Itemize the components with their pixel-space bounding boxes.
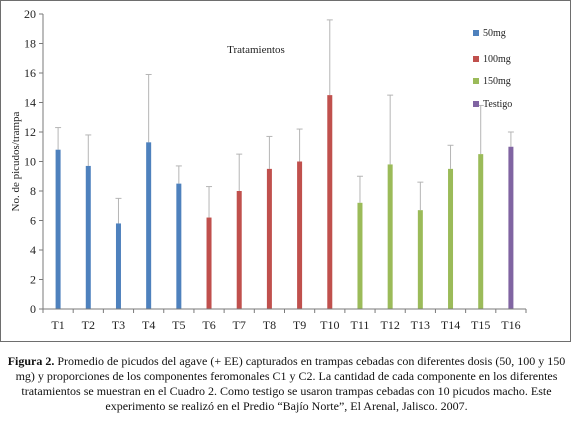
x-tick-label: T11 [351,318,370,332]
bar [448,168,454,309]
bar [85,165,91,309]
x-axis-title: Tratamientos [227,44,285,56]
y-tick-label: 12 [24,125,36,139]
x-tick-label: T9 [293,318,306,332]
legend-label: 100mg [483,54,511,65]
legend-label: 50mg [483,28,506,39]
bar [266,168,272,309]
x-tick-label: T10 [320,318,339,332]
x-tick-label: T3 [112,318,125,332]
legend-label: Testigo [483,99,512,110]
bar [478,154,484,309]
legend-swatch [473,56,479,62]
y-tick-label: 10 [24,155,36,169]
bar [357,202,363,309]
y-tick-label: 6 [30,214,36,228]
y-axis-ticks: 0 2 4 6 8 10 12 14 16 18 20 [24,7,43,316]
caption-label: Figura 2. [7,354,55,368]
x-tick-label: T7 [233,318,246,332]
figure-caption: Figura 2. Promedio de picudos del agave … [4,354,569,414]
x-tick-label: T2 [82,318,95,332]
y-axis-title: No. de picudos/trampa [10,111,22,211]
bar [417,210,423,309]
x-axis-ticks: T1 T2 T3 T4 T5 T6 T7 T8 T9 T10 T11 T12 T13 T14 T15 T16 [42,309,527,332]
bars [55,95,514,309]
bar [327,95,333,309]
caption-text: Promedio de picudos del agave (+ EE) cap… [15,354,566,413]
x-tick-label: T15 [471,318,490,332]
x-tick-label: T14 [441,318,460,332]
bar [206,217,212,309]
x-tick-label: T12 [380,318,399,332]
bar [146,142,152,309]
y-tick-label: 20 [24,7,36,21]
legend-label: 150mg [483,76,511,87]
legend-swatch [473,78,479,84]
x-tick-label: T5 [172,318,185,332]
y-tick-label: 2 [30,273,36,287]
bar [387,164,393,309]
bar [297,161,303,309]
y-tick-label: 0 [30,302,36,316]
x-tick-label: T8 [263,318,276,332]
x-tick-label: T13 [411,318,430,332]
x-tick-label: T16 [501,318,520,332]
legend: 50mg 100mg 150mg Testigo [473,28,512,110]
error-bars [55,19,514,224]
bar [236,191,242,309]
bar [176,183,182,309]
legend-swatch [473,30,479,36]
bar [508,146,514,309]
bar [55,149,61,309]
x-tick-label: T4 [142,318,155,332]
chart-frame: 0 2 4 6 8 10 12 14 16 18 20 T1 T2 T3 T4 T5 T6 T7 T8 T9 T10 T… [0,0,571,342]
bar [115,223,121,309]
y-tick-label: 18 [24,37,36,51]
legend-swatch [473,101,479,107]
x-tick-label: T1 [51,318,64,332]
y-tick-label: 4 [30,243,36,257]
y-tick-label: 14 [24,96,36,110]
x-tick-label: T6 [202,318,215,332]
y-tick-label: 16 [24,66,36,80]
y-tick-label: 8 [30,184,36,198]
